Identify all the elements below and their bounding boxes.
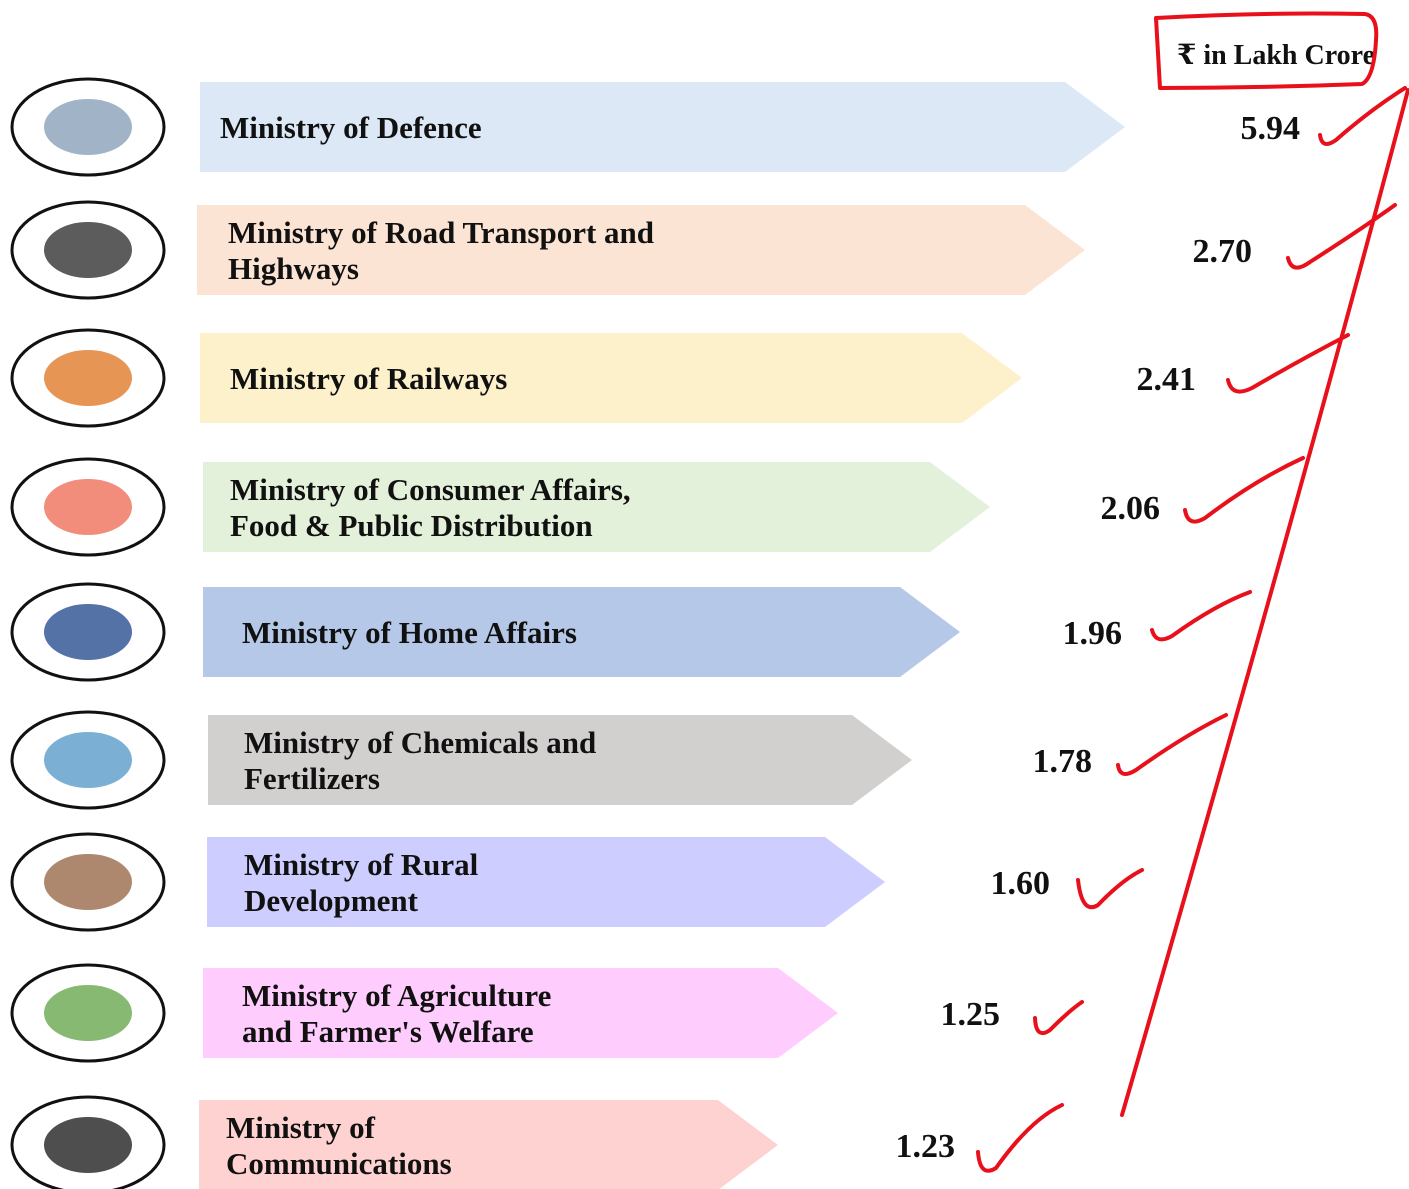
ministry-label: Communications — [226, 1146, 452, 1181]
check-mark — [1183, 456, 1305, 524]
ministry-label: Ministry of — [226, 1110, 376, 1145]
ministry-label: Food & Public Distribution — [230, 508, 593, 543]
allocation-value: 2.06 — [1101, 490, 1161, 527]
ministry-label: Ministry of Home Affairs — [242, 615, 577, 650]
arrow-bar — [199, 1100, 778, 1189]
icon-glyph — [44, 985, 132, 1041]
arrow-bar — [203, 968, 838, 1058]
allocation-value: 1.60 — [991, 865, 1051, 902]
arrow-bar — [197, 205, 1085, 295]
ministry-label: Development — [244, 883, 419, 918]
arrow-bar — [203, 462, 990, 552]
arrow-bar — [207, 837, 885, 927]
icon — [10, 328, 166, 428]
arrow-bar — [200, 333, 1022, 423]
ministry-row: Ministry of Consumer Affairs,Food & Publ… — [10, 457, 1161, 557]
ministry-label: Ministry of Defence — [220, 110, 482, 145]
ministry-label: Ministry of Agriculture — [242, 978, 551, 1013]
icon-glyph — [44, 99, 132, 155]
icon — [10, 582, 166, 682]
ministry-label: Ministry of Chemicals and — [244, 725, 596, 760]
check-mark — [976, 1103, 1064, 1173]
ministry-row: Ministry of Defence 5.94 — [10, 77, 1301, 177]
ministry-label: Highways — [228, 251, 359, 286]
arrow-bar — [203, 587, 960, 677]
ministry-label: Ministry of Road Transport and — [228, 215, 654, 250]
icon — [10, 710, 166, 810]
check-mark — [1076, 868, 1144, 910]
icon-glyph — [44, 1117, 132, 1173]
icon-glyph — [44, 854, 132, 910]
ministry-label: Ministry of Rural — [244, 847, 479, 882]
icon — [10, 832, 166, 932]
icon-glyph — [44, 479, 132, 535]
icon — [10, 200, 166, 300]
check-mark — [1116, 713, 1228, 776]
icon-glyph — [44, 222, 132, 278]
allocation-value: 1.25 — [941, 996, 1001, 1033]
ministry-label: Ministry of Consumer Affairs, — [230, 472, 631, 507]
ministry-row: Ministry of Railways 2.41 — [10, 328, 1197, 428]
allocation-value: 1.96 — [1063, 615, 1123, 652]
check-mark — [1226, 333, 1350, 394]
allocation-value: 5.94 — [1241, 110, 1301, 147]
icon — [10, 1095, 166, 1189]
allocation-value: 1.78 — [1033, 743, 1093, 780]
rows: Ministry of Defence 5.94 Ministry of Road … — [10, 77, 1301, 1189]
arrow-bar — [200, 82, 1125, 172]
icon-glyph — [44, 350, 132, 406]
ministry-label: Ministry of Railways — [230, 361, 507, 396]
allocation-value: 1.23 — [896, 1128, 956, 1165]
bracket-line — [1120, 88, 1409, 1117]
arrow-bar — [208, 715, 912, 805]
ministry-row: Ministry of Home Affairs 1.96 — [10, 582, 1123, 682]
annotations — [976, 11, 1409, 1173]
check-mark — [1033, 1000, 1084, 1035]
icon — [10, 77, 166, 177]
icon — [10, 457, 166, 557]
allocation-value: 2.70 — [1193, 233, 1253, 270]
highlight-box — [1154, 11, 1379, 90]
check-mark — [1318, 86, 1407, 146]
ministry-label: Fertilizers — [244, 761, 380, 796]
check-mark — [1150, 590, 1252, 642]
icon-glyph — [44, 732, 132, 788]
check-mark — [1286, 203, 1397, 270]
icon-glyph — [44, 604, 132, 660]
allocation-value: 2.41 — [1137, 361, 1197, 398]
ministry-label: and Farmer's Welfare — [242, 1014, 534, 1049]
icon — [10, 963, 166, 1063]
unit-label: ₹ in Lakh Crore — [1177, 40, 1375, 71]
